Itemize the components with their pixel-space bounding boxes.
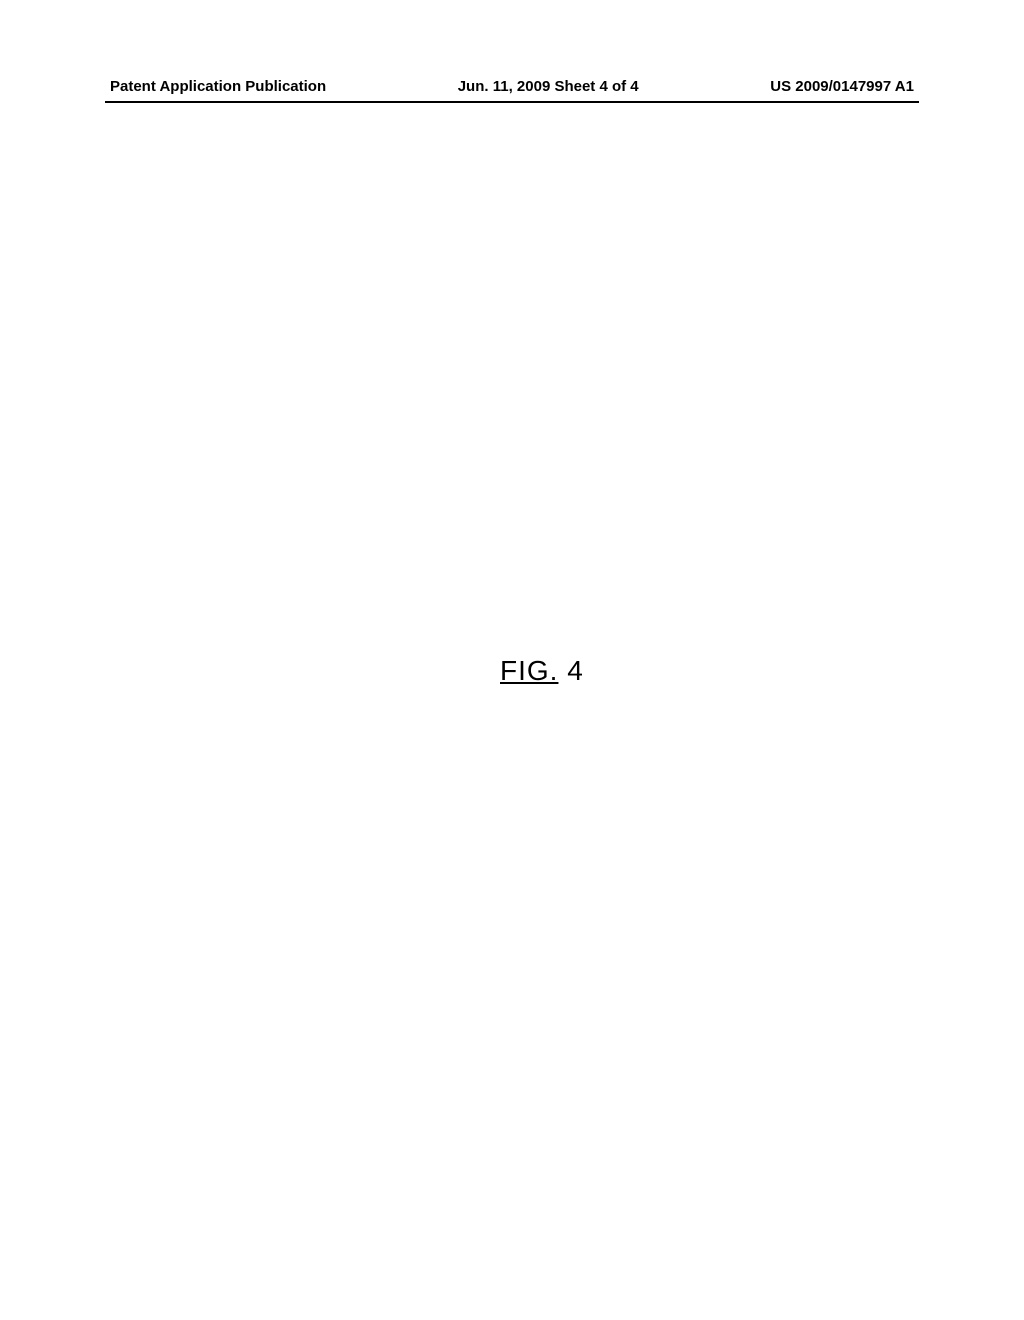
header-left: Patent Application Publication bbox=[110, 78, 326, 95]
page-header: Patent Application Publication Jun. 11, … bbox=[0, 78, 1024, 95]
figure-caption: FIG. 4 bbox=[500, 655, 584, 687]
figure-number: 4 bbox=[567, 655, 584, 686]
header-right: US 2009/0147997 A1 bbox=[770, 78, 914, 95]
queue-diagram: DIRECTION CURRENT DATA QUEUE DATA end QU… bbox=[0, 375, 765, 705]
header-rule bbox=[105, 101, 919, 103]
header-center: Jun. 11, 2009 Sheet 4 of 4 bbox=[458, 78, 639, 95]
figure-prefix: FIG. bbox=[500, 655, 558, 686]
